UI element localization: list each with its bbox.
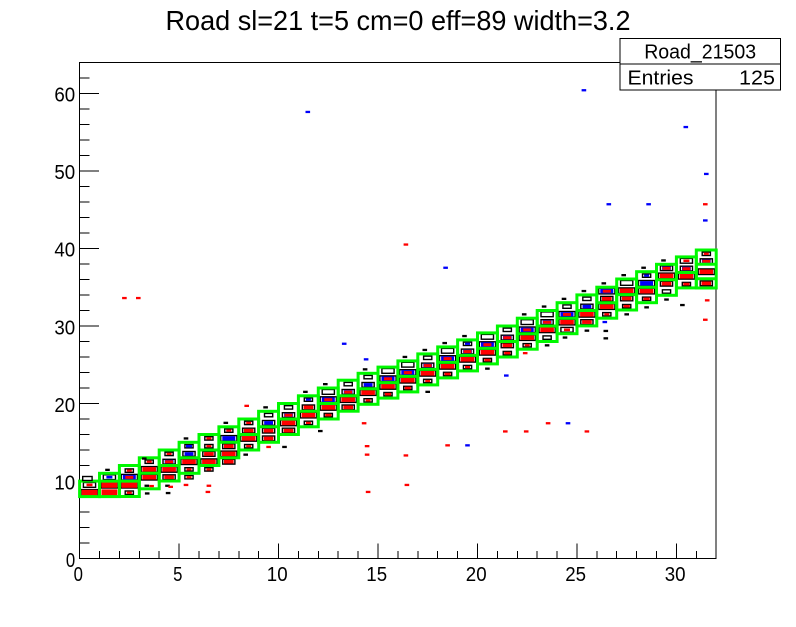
svg-text:15: 15 — [366, 564, 387, 586]
svg-text:Entries: Entries — [628, 68, 694, 90]
svg-text:30: 30 — [54, 317, 75, 339]
svg-text:60: 60 — [54, 85, 75, 107]
svg-text:20: 20 — [466, 564, 487, 586]
svg-text:40: 40 — [54, 240, 75, 262]
svg-text:0: 0 — [66, 550, 75, 572]
svg-text:Road_21503: Road_21503 — [644, 41, 756, 63]
svg-text:5: 5 — [173, 564, 182, 586]
svg-text:30: 30 — [665, 564, 686, 586]
svg-text:10: 10 — [54, 472, 75, 494]
svg-text:50: 50 — [54, 162, 75, 184]
svg-text:25: 25 — [565, 564, 586, 586]
svg-text:125: 125 — [739, 68, 775, 90]
svg-text:Road sl=21 t=5 cm=0 eff=89 wid: Road sl=21 t=5 cm=0 eff=89 width=3.2 — [166, 5, 631, 36]
svg-text:0: 0 — [74, 564, 83, 586]
svg-text:10: 10 — [267, 564, 288, 586]
svg-text:20: 20 — [54, 395, 75, 417]
